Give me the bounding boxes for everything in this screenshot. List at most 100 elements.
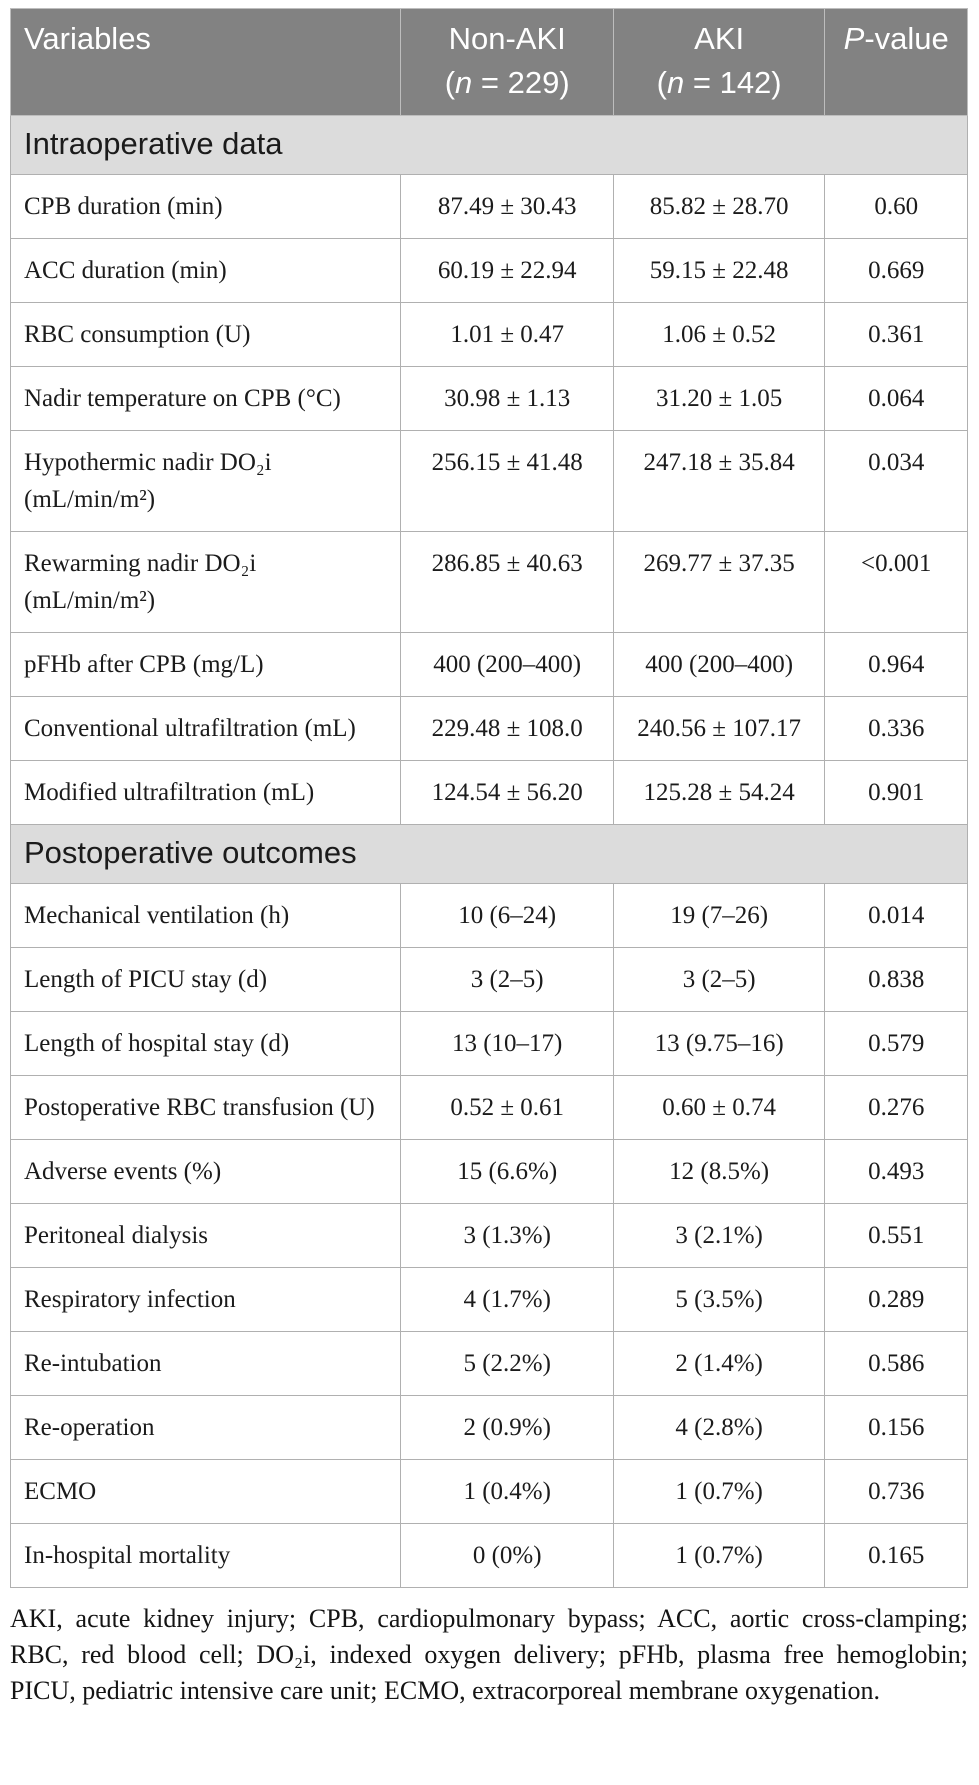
row-label: Re-intubation (9, 1331, 402, 1396)
table-row: Re-operation 2 (0.9%) 4 (2.8%) 0.156 (9, 1395, 968, 1460)
section-header-row: Intraoperative data (10, 115, 968, 175)
non-aki-value-cell: 0.52 ± 0.61 (400, 1075, 614, 1140)
p-value-cell: 0.579 (824, 1011, 968, 1076)
p-value-cell: 0.493 (824, 1139, 968, 1204)
non-aki-value-cell: 229.48 ± 108.0 (400, 696, 614, 761)
non-aki-value-cell: 256.15 ± 41.48 (400, 430, 614, 532)
group-name-aki: AKI (694, 21, 745, 56)
non-aki-value-cell: 13 (10–17) (400, 1011, 614, 1076)
header-row: Variables Non-AKI (n = 229) AKI (n = 142… (9, 8, 968, 116)
section-title: Intraoperative data (10, 115, 968, 175)
table-row: Conventional ultrafiltration (mL) 229.48 … (9, 696, 968, 761)
p-value-cell: 0.838 (824, 947, 968, 1012)
p-value-cell: 0.165 (824, 1523, 968, 1588)
table-row: Re-intubation 5 (2.2%) 2 (1.4%) 0.586 (9, 1331, 968, 1396)
p-value-cell: 0.586 (824, 1331, 968, 1396)
table-row: Mechanical ventilation (h) 10 (6–24) 19 (7… (9, 883, 968, 948)
row-label: Peritoneal dialysis (9, 1203, 402, 1268)
row-label: RBC consumption (U) (9, 302, 402, 367)
aki-value-cell: 19 (7–26) (612, 883, 826, 948)
row-label: Conventional ultrafiltration (mL) (9, 696, 402, 761)
table-footnote: AKI, acute kidney injury; CPB, cardiopul… (10, 1604, 968, 1705)
non-aki-value-cell: 286.85 ± 40.63 (400, 531, 614, 633)
table-row: Respiratory infection 4 (1.7%) 5 (3.5%) 0.2… (9, 1267, 968, 1332)
aki-value-cell: 3 (2–5) (612, 947, 826, 1012)
table-row: Rewarming nadir DO₂i (mL/min/m²) 286.85 ±… (9, 531, 968, 633)
group-count-aki: (n = 142) (656, 65, 782, 100)
row-label: pFHb after CPB (mg/L) (9, 632, 402, 697)
table-row: ECMO 1 (0.4%) 1 (0.7%) 0.736 (9, 1459, 968, 1524)
table-row: RBC consumption (U) 1.01 ± 0.47 1.06 ± 0.5… (9, 302, 968, 367)
non-aki-value-cell: 1.01 ± 0.47 (400, 302, 614, 367)
p-value-cell: 0.361 (824, 302, 968, 367)
row-label: ECMO (9, 1459, 402, 1524)
aki-value-cell: 12 (8.5%) (612, 1139, 826, 1204)
table-row: Length of PICU stay (d) 3 (2–5) 3 (2–5) 0.8… (9, 947, 968, 1012)
table-row: Nadir temperature on CPB (°C) 30.98 ± 1.1… (9, 366, 968, 431)
table-row: ACC duration (min) 60.19 ± 22.94 59.15 ± 2… (9, 238, 968, 303)
aki-value-cell: 269.77 ± 37.35 (612, 531, 826, 633)
p-value-cell: 0.669 (824, 238, 968, 303)
section-title: Postoperative outcomes (10, 824, 968, 884)
non-aki-value-cell: 3 (2–5) (400, 947, 614, 1012)
table-row: Postoperative RBC transfusion (U) 0.52 ± … (9, 1075, 968, 1140)
row-label: In-hospital mortality (9, 1523, 402, 1588)
non-aki-value-cell: 87.49 ± 30.43 (400, 174, 614, 239)
row-label: Mechanical ventilation (h) (9, 883, 402, 948)
table-row: CPB duration (min) 87.49 ± 30.43 85.82 ± 2… (9, 174, 968, 239)
comparison-table: Variables Non-AKI (n = 229) AKI (n = 142… (9, 8, 968, 1588)
aki-value-cell: 1.06 ± 0.52 (612, 302, 826, 367)
non-aki-value-cell: 60.19 ± 22.94 (400, 238, 614, 303)
row-label: Length of PICU stay (d) (9, 947, 402, 1012)
aki-value-cell: 400 (200–400) (612, 632, 826, 697)
group-name-non-aki: Non-AKI (448, 21, 566, 56)
p-value-cell: 0.336 (824, 696, 968, 761)
non-aki-value-cell: 124.54 ± 56.20 (400, 760, 614, 825)
p-value-cell: 0.964 (824, 632, 968, 697)
table-row: In-hospital mortality 0 (0%) 1 (0.7%) 0.165 (9, 1523, 968, 1588)
table-row: pFHb after CPB (mg/L) 400 (200–400) 400 (2… (9, 632, 968, 697)
aki-value-cell: 13 (9.75–16) (612, 1011, 826, 1076)
p-value-cell: 0.736 (824, 1459, 968, 1524)
aki-value-cell: 5 (3.5%) (612, 1267, 826, 1332)
non-aki-value-cell: 15 (6.6%) (400, 1139, 614, 1204)
col-header-p-value: P-value (824, 8, 968, 116)
p-value-cell: 0.064 (824, 366, 968, 431)
row-label: Respiratory infection (9, 1267, 402, 1332)
row-label: Nadir temperature on CPB (°C) (9, 366, 402, 431)
table-row: Hypothermic nadir DO₂i (mL/min/m²) 256.15… (9, 430, 968, 532)
col-header-variables: Variables (9, 8, 402, 116)
aki-value-cell: 2 (1.4%) (612, 1331, 826, 1396)
non-aki-value-cell: 10 (6–24) (400, 883, 614, 948)
col-header-non-aki: Non-AKI (n = 229) (400, 8, 614, 116)
p-value-cell: 0.276 (824, 1075, 968, 1140)
row-label: Length of hospital stay (d) (9, 1011, 402, 1076)
section-header-row: Postoperative outcomes (10, 824, 968, 884)
row-label: CPB duration (min) (9, 174, 402, 239)
table-row: Adverse events (%) 15 (6.6%) 12 (8.5%) 0.49… (9, 1139, 968, 1204)
non-aki-value-cell: 2 (0.9%) (400, 1395, 614, 1460)
p-value-cell: 0.014 (824, 883, 968, 948)
row-label: Rewarming nadir DO₂i (mL/min/m²) (9, 531, 402, 633)
p-value-cell: 0.60 (824, 174, 968, 239)
table-row: Length of hospital stay (d) 13 (10–17) 13 … (9, 1011, 968, 1076)
aki-value-cell: 4 (2.8%) (612, 1395, 826, 1460)
row-label: ACC duration (min) (9, 238, 402, 303)
row-label: Modified ultrafiltration (mL) (9, 760, 402, 825)
non-aki-value-cell: 400 (200–400) (400, 632, 614, 697)
row-label: Adverse events (%) (9, 1139, 402, 1204)
aki-value-cell: 59.15 ± 22.48 (612, 238, 826, 303)
non-aki-value-cell: 0 (0%) (400, 1523, 614, 1588)
row-label: Re-operation (9, 1395, 402, 1460)
non-aki-value-cell: 5 (2.2%) (400, 1331, 614, 1396)
aki-value-cell: 3 (2.1%) (612, 1203, 826, 1268)
group-count-non-aki: (n = 229) (444, 65, 570, 100)
p-value-cell: 0.551 (824, 1203, 968, 1268)
non-aki-value-cell: 1 (0.4%) (400, 1459, 614, 1524)
non-aki-value-cell: 3 (1.3%) (400, 1203, 614, 1268)
p-value-cell: <0.001 (824, 531, 968, 633)
aki-value-cell: 1 (0.7%) (612, 1523, 826, 1588)
p-value-cell: 0.901 (824, 760, 968, 825)
aki-value-cell: 247.18 ± 35.84 (612, 430, 826, 532)
